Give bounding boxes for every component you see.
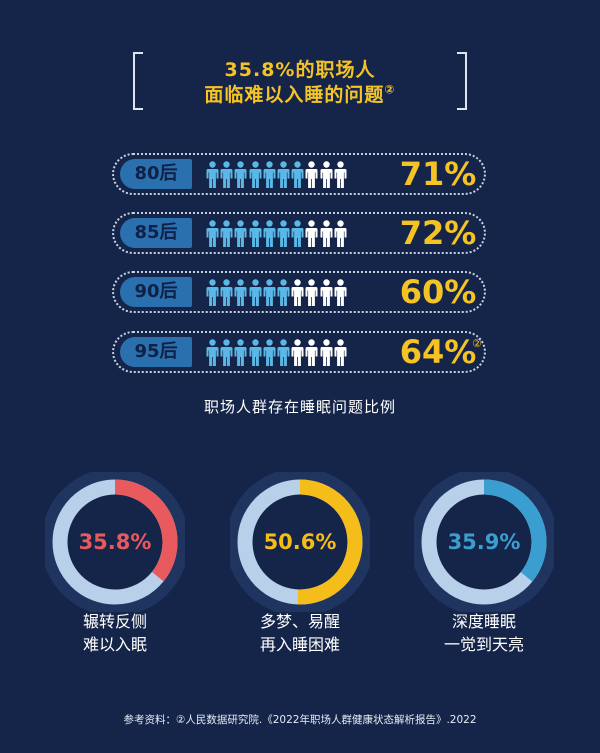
title-footnote-mark: ② [384,82,396,97]
person-icon-affected [220,161,233,189]
person-icon [291,279,304,307]
person-icon [305,161,318,189]
donut-label-line2: 一觉到天亮 [443,635,524,654]
person-icon-affected [206,220,219,248]
person-icon-affected [206,279,219,307]
chart-caption: 职场人群存在睡眠问题比例 [203,398,396,416]
donut-label-line2: 难以入眠 [82,635,147,654]
person-icon-affected [249,279,262,307]
donut-slice [52,479,178,605]
person-icon-affected [206,161,219,189]
title-bracket-right [457,52,467,110]
generation-label: 80后 [120,159,192,189]
person-icon-affected [263,279,276,307]
person-icon-affected [249,161,262,189]
person-icon-affected [234,339,247,367]
person-icon-affected [277,339,290,367]
person-icon [320,220,333,248]
donut-label-line2: 再入睡困难 [259,635,340,654]
donut-value-label: 35.8% [78,530,152,554]
donut-slice [421,479,547,605]
donut-chart: 50.6% [230,472,370,612]
donut-category-label: 辗转反侧 难以入眠 [30,610,200,656]
person-icon-affected [277,220,290,248]
title-line-1: 35.8%的职场人 [224,59,376,81]
generation-row: 80后 71% [112,153,486,195]
generation-row: 95后 64% [112,331,486,373]
percentage-value: 64% [399,333,477,371]
percentage-value: 60% [399,273,477,311]
person-icon-affected [249,220,262,248]
person-icon-affected [234,220,247,248]
source-note: 参考资料：②人民数据研究院.《2022年职场人群健康状态解析报告》.2022 [123,714,477,726]
donut-category-label: 深度睡眠 一觉到天亮 [399,610,569,656]
person-icon [305,279,318,307]
person-icon-affected [263,161,276,189]
person-icon-affected [263,339,276,367]
person-icon-affected [277,161,290,189]
donut-glow [414,472,554,612]
person-icon-affected [263,220,276,248]
title-line-2-text: 面临难以入睡的问题 [204,84,385,106]
donut-value-label: 35.9% [447,530,521,554]
person-icon [334,339,347,367]
person-icon [320,279,333,307]
percentage-value: 72% [399,214,477,252]
percentage-value: 71% [399,155,477,193]
person-icon-affected [220,220,233,248]
donut-label-line1: 深度睡眠 [451,612,516,631]
person-icon [334,220,347,248]
person-icon-affected [220,339,233,367]
donut-value-label: 50.6% [263,530,337,554]
value-footnote-mark: ② [472,337,482,350]
person-icon [334,279,347,307]
donut-chart: 35.9% [414,472,554,612]
person-icon [291,339,304,367]
person-icon-affected [291,220,304,248]
person-icon-affected [249,339,262,367]
donut-label-line1: 辗转反侧 [82,612,147,631]
person-icon [305,220,318,248]
generation-label: 90后 [120,277,192,307]
person-icon-affected [277,279,290,307]
title-box: 35.8%的职场人 面临难以入睡的问题② [133,52,467,110]
title-line-2: 面临难以入睡的问题② [133,80,467,107]
person-icon-affected [220,279,233,307]
person-icon [320,339,333,367]
generation-row: 85后 72% [112,212,486,254]
generation-label: 95后 [120,337,192,367]
generation-label: 85后 [120,218,192,248]
person-icon-affected [234,161,247,189]
donut-glow [230,472,370,612]
donut-slice [237,479,363,605]
title-bracket-left [133,52,143,110]
person-icon-affected [234,279,247,307]
person-icon-affected [206,339,219,367]
person-icon [334,161,347,189]
donut-label-line1: 多梦、易醒 [259,612,340,631]
donut-chart: 35.8% [45,472,185,612]
person-icon-affected [291,161,304,189]
person-icon [320,161,333,189]
generation-row: 90后 60% [112,271,486,313]
person-icon [305,339,318,367]
donut-category-label: 多梦、易醒再入睡困难 [215,610,385,656]
donut-glow [45,472,185,612]
